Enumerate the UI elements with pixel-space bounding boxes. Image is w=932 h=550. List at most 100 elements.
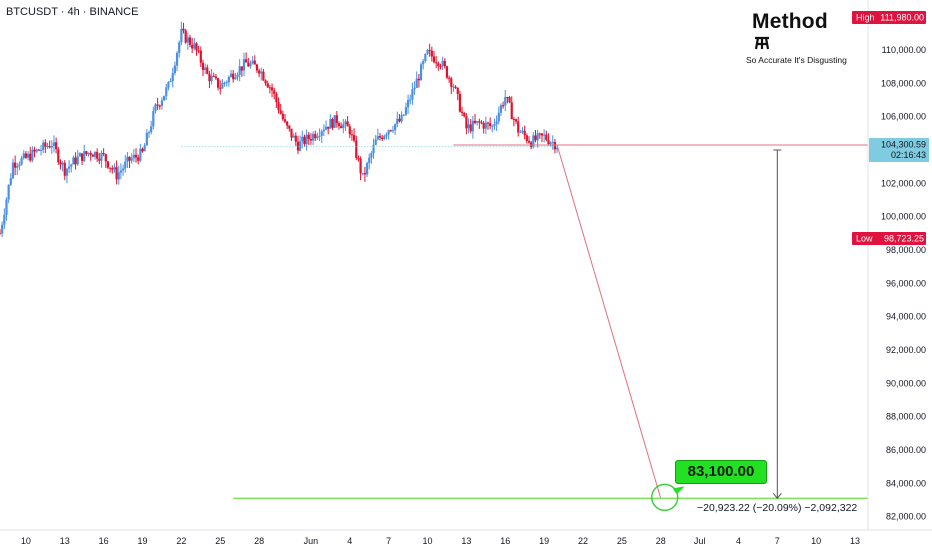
- time-tick-label: 16: [99, 536, 109, 546]
- candle-body: [87, 152, 90, 154]
- candle-body: [67, 166, 71, 169]
- price-axis-background[interactable]: [868, 0, 932, 530]
- brand-tagline: So Accurate It's Disgusting: [746, 55, 847, 65]
- candle-body: [322, 129, 325, 132]
- candle-body: [232, 73, 235, 80]
- candle-body: [52, 142, 56, 147]
- candle-body: [229, 73, 233, 77]
- candle-body: [385, 134, 388, 136]
- candle-body: [57, 149, 60, 163]
- candle-body: [337, 123, 341, 127]
- price-tick-label: 84,000.00: [886, 478, 926, 488]
- candle-body: [435, 62, 438, 64]
- candle-body: [191, 44, 194, 49]
- candle-body: [514, 119, 518, 122]
- candle-body: [83, 151, 86, 161]
- candle-body: [437, 63, 440, 67]
- candle-body: [273, 90, 276, 94]
- candle-body: [294, 135, 297, 142]
- candle-body: [169, 81, 172, 83]
- candle-body: [210, 75, 213, 82]
- time-tick-label: 7: [386, 536, 391, 546]
- candle-body: [134, 154, 138, 158]
- time-tick-label: 25: [215, 536, 225, 546]
- candle-body: [59, 162, 62, 165]
- candle-body: [335, 115, 338, 124]
- price-tick-label: 110,000.00: [882, 45, 926, 55]
- candle-body: [402, 114, 405, 116]
- time-tick-label: 28: [656, 536, 666, 546]
- candle-body: [450, 78, 453, 87]
- measure-arrowhead: [772, 493, 782, 500]
- price-tick-label: 102,000.00: [881, 178, 926, 188]
- target-label-pointer: [672, 486, 685, 495]
- candle-body: [264, 80, 267, 84]
- candle-body: [258, 70, 261, 74]
- candle-body: [199, 50, 202, 63]
- candle-body: [460, 111, 464, 113]
- candle-body: [182, 28, 185, 31]
- candle-body: [458, 93, 462, 112]
- candle-body: [415, 78, 418, 88]
- candle-body: [404, 107, 408, 115]
- candle-body: [361, 173, 364, 175]
- candle-body: [320, 131, 323, 136]
- brand-name: Method: [752, 11, 850, 55]
- candle-body: [236, 74, 239, 78]
- time-tick-label: 10: [21, 536, 31, 546]
- candle-body: [249, 63, 252, 67]
- time-tick-label: 16: [500, 536, 510, 546]
- candle-body: [178, 42, 181, 53]
- candle-body: [350, 134, 354, 136]
- price-tick-label: 90,000.00: [886, 378, 926, 388]
- candle-body: [409, 99, 412, 101]
- candle-body: [283, 119, 287, 122]
- candle-body: [72, 157, 75, 165]
- candle-body: [296, 141, 300, 151]
- candle-body: [0, 233, 2, 235]
- candle-body: [331, 119, 334, 128]
- time-tick-label: 4: [736, 536, 741, 546]
- candle-body: [536, 133, 539, 141]
- candle-body: [519, 132, 522, 134]
- candle-body: [329, 119, 332, 129]
- candle-body: [1, 224, 4, 234]
- candle-body: [195, 43, 198, 51]
- candle-body: [85, 151, 88, 154]
- candle-body: [167, 81, 170, 88]
- candle-body: [417, 78, 420, 81]
- brand-logo-icon: [754, 36, 770, 50]
- candle-body: [162, 95, 166, 101]
- candle-body: [7, 184, 10, 200]
- candle-body: [266, 83, 269, 88]
- candle-body: [469, 124, 472, 132]
- candle-body: [16, 166, 19, 168]
- candle-body: [508, 97, 511, 103]
- candle-body: [363, 173, 367, 175]
- price-axis[interactable]: 82,000.00 84,000.00 86,000.00 88,000.00 90,0…: [881, 45, 926, 522]
- candle-body: [152, 111, 155, 127]
- candle-body: [279, 110, 282, 114]
- price-tick-label: 106,000.00: [881, 112, 926, 122]
- candle-body: [147, 132, 151, 134]
- candle-body: [555, 147, 559, 150]
- time-tick-label: 13: [461, 536, 471, 546]
- candle-body: [119, 170, 123, 173]
- candle-body: [288, 125, 291, 129]
- candle-body: [214, 76, 218, 79]
- candle-body: [262, 71, 265, 81]
- candle-body: [381, 137, 384, 140]
- candle-body: [311, 133, 315, 141]
- candle-body: [96, 151, 99, 159]
- candle-body: [156, 104, 159, 106]
- candle-body: [247, 62, 250, 67]
- price-tick-label: 86,000.00: [886, 445, 926, 455]
- candle-body: [538, 133, 541, 135]
- time-axis[interactable]: 10 13 16 19 22 25 28 Jun 4 7 10 13 16 19 22 25 28 Jul 4 7 10…: [21, 536, 860, 546]
- candle-body: [510, 102, 513, 119]
- candle-body: [35, 149, 38, 152]
- projection-line: [556, 144, 662, 499]
- candle-body: [286, 121, 289, 126]
- candle-body: [543, 134, 546, 136]
